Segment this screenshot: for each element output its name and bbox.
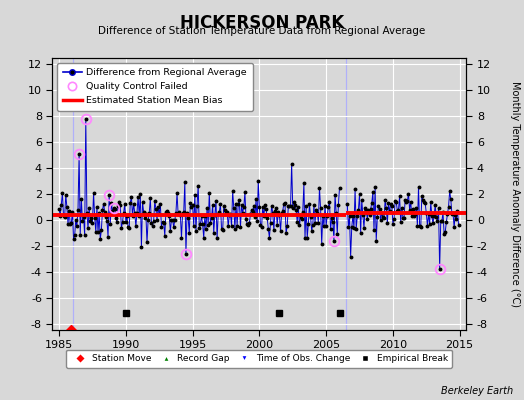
Text: Difference of Station Temperature Data from Regional Average: Difference of Station Temperature Data f… bbox=[99, 26, 425, 36]
Text: Berkeley Earth: Berkeley Earth bbox=[441, 386, 514, 396]
Y-axis label: Monthly Temperature Anomaly Difference (°C): Monthly Temperature Anomaly Difference (… bbox=[510, 81, 520, 307]
Text: HICKERSON PARK: HICKERSON PARK bbox=[180, 14, 344, 32]
Legend: Station Move, Record Gap, Time of Obs. Change, Empirical Break: Station Move, Record Gap, Time of Obs. C… bbox=[67, 350, 452, 368]
